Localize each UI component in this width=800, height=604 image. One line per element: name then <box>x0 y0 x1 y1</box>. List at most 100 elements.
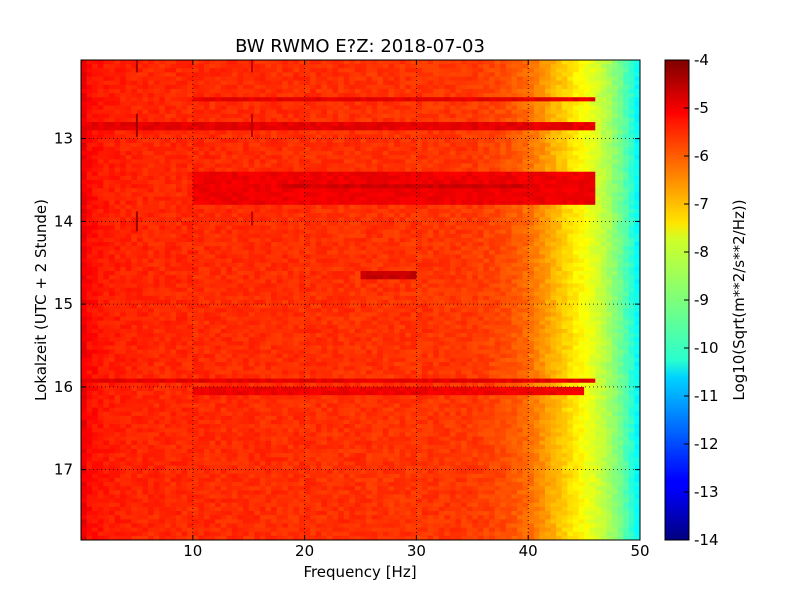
heatmap-cell <box>371 117 378 123</box>
heatmap-cell <box>623 184 630 189</box>
heatmap-cell <box>421 97 429 102</box>
heatmap-cell <box>176 242 183 247</box>
heatmap-cell <box>321 84 328 90</box>
heatmap-cell <box>354 117 362 123</box>
heatmap-cell <box>433 250 440 256</box>
heatmap-cell <box>81 68 88 74</box>
heatmap-cell <box>265 204 272 210</box>
heatmap-cell <box>203 72 211 78</box>
heatmap-cell <box>282 254 289 260</box>
heatmap-cell <box>399 60 406 65</box>
heatmap-cell <box>293 171 300 177</box>
heatmap-cell <box>589 138 596 144</box>
heatmap-cell <box>517 126 524 131</box>
heatmap-cell <box>86 233 93 239</box>
heatmap-cell <box>617 229 624 235</box>
heatmap-cell <box>299 113 306 119</box>
heatmap-cell <box>176 109 183 115</box>
heatmap-cell <box>578 155 585 160</box>
heatmap-cell <box>315 122 322 127</box>
heatmap-cell <box>209 233 216 239</box>
heatmap-cell <box>572 196 580 202</box>
heatmap-cell <box>416 208 423 214</box>
heatmap-cell <box>500 97 507 102</box>
heatmap-cell <box>567 68 574 74</box>
heatmap-cell <box>399 213 406 218</box>
heatmap-cell <box>612 184 619 189</box>
heatmap-cell <box>108 146 116 152</box>
heatmap-cell <box>265 167 272 173</box>
heatmap-cell <box>533 93 540 98</box>
heatmap-cell <box>259 180 267 185</box>
heatmap-cell <box>438 134 445 140</box>
heatmap-cell <box>338 105 345 111</box>
heatmap-cell <box>544 237 552 243</box>
heatmap-cell <box>561 213 568 218</box>
heatmap-cell <box>220 88 227 94</box>
heatmap-cell <box>472 242 479 247</box>
heatmap-cell <box>455 217 462 222</box>
heatmap-cell <box>148 105 155 111</box>
heatmap-cell <box>142 64 149 69</box>
heatmap-cell <box>539 196 546 202</box>
heatmap-cell <box>282 155 289 160</box>
heatmap-cell <box>282 163 289 169</box>
heatmap-cell <box>410 258 417 264</box>
heatmap-cell <box>259 192 267 198</box>
heatmap-cell <box>299 117 306 123</box>
heatmap-cell <box>332 122 339 127</box>
heatmap-cell <box>198 233 205 239</box>
heatmap-cell <box>187 64 194 69</box>
heatmap-cell <box>349 200 356 206</box>
heatmap-cell <box>215 101 222 107</box>
heatmap-cell <box>522 151 529 156</box>
heatmap-cell <box>421 72 429 78</box>
heatmap-cell <box>103 130 110 136</box>
heatmap-cell <box>500 88 507 94</box>
heatmap-cell <box>192 122 199 127</box>
heatmap-cell <box>494 84 501 90</box>
heatmap-cell <box>142 126 149 131</box>
heatmap-cell <box>276 192 283 198</box>
heatmap-cell <box>433 167 440 173</box>
heatmap-cell <box>477 101 485 107</box>
heatmap-cell <box>494 229 501 235</box>
heatmap-cell <box>114 142 121 148</box>
heatmap-cell <box>433 146 440 152</box>
heatmap-cell <box>433 217 440 222</box>
heatmap-cell <box>142 130 149 136</box>
heatmap-cell <box>131 192 138 198</box>
heatmap-cell <box>500 72 507 78</box>
heatmap-cell <box>226 258 233 264</box>
heatmap-cell <box>299 258 306 264</box>
heatmap-cell <box>444 88 451 94</box>
heatmap-cell <box>366 80 373 86</box>
heatmap-cell <box>405 254 412 260</box>
heatmap-cell <box>92 258 99 264</box>
heatmap-cell <box>120 109 127 115</box>
heatmap-cell <box>159 113 166 119</box>
heatmap-cell <box>366 184 373 189</box>
heatmap-cell <box>410 184 417 189</box>
heatmap-cell <box>226 233 233 239</box>
heatmap-cell <box>477 225 485 231</box>
heatmap-cell <box>181 217 188 222</box>
heatmap-cell <box>198 122 205 127</box>
heatmap-cell <box>181 60 188 65</box>
heatmap-cell <box>181 130 188 136</box>
heatmap-cell <box>231 72 239 78</box>
heatmap-cell <box>237 175 244 181</box>
heatmap-cell <box>533 68 540 74</box>
heatmap-cell <box>628 225 636 231</box>
heatmap-cell <box>634 258 640 264</box>
heatmap-cell <box>550 250 557 256</box>
heatmap-cell <box>209 151 216 156</box>
heatmap-cell <box>164 167 172 173</box>
heatmap-cell <box>237 250 244 256</box>
heatmap-cell <box>203 138 211 144</box>
heatmap-cell <box>399 105 406 111</box>
heatmap-cell <box>108 76 116 82</box>
heatmap-cell <box>187 184 194 189</box>
heatmap-cell <box>254 88 261 94</box>
heatmap-cell <box>81 60 88 65</box>
